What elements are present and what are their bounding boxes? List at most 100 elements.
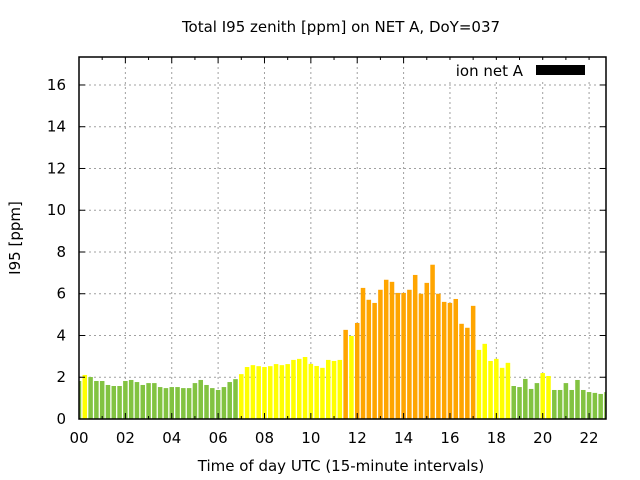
bar xyxy=(372,302,377,419)
bar xyxy=(378,289,383,419)
x-tick-label: 22 xyxy=(580,429,599,447)
bar xyxy=(482,343,487,419)
bar xyxy=(233,379,238,419)
bar xyxy=(302,357,308,419)
bar xyxy=(157,387,163,419)
bar xyxy=(99,381,105,419)
bar xyxy=(557,389,563,419)
y-tick-label: 10 xyxy=(47,201,66,219)
bar xyxy=(407,289,412,419)
bar xyxy=(337,359,343,419)
y-tick-label: 12 xyxy=(47,159,66,177)
x-tick-label: 14 xyxy=(394,429,413,447)
bar xyxy=(494,358,499,419)
bar xyxy=(592,392,598,419)
bar xyxy=(598,393,603,419)
bar xyxy=(256,366,261,419)
y-tick-label: 2 xyxy=(56,368,66,386)
bar xyxy=(366,299,372,419)
bar xyxy=(395,292,401,419)
bar xyxy=(117,386,122,419)
y-tick-label: 0 xyxy=(56,410,66,428)
bar xyxy=(325,359,331,419)
bar xyxy=(169,387,174,419)
bar xyxy=(134,382,140,419)
chart-title: Total I95 zenith [ppm] on NET A, DoY=037 xyxy=(181,18,500,36)
bar xyxy=(349,335,354,419)
bar xyxy=(221,387,227,419)
x-tick-label: 00 xyxy=(69,429,88,447)
bar xyxy=(79,381,82,419)
plot-border xyxy=(78,56,607,420)
bar xyxy=(360,287,366,419)
bar xyxy=(586,392,592,419)
bar xyxy=(175,387,180,419)
bar xyxy=(459,323,464,419)
bar xyxy=(552,389,557,419)
bar xyxy=(239,374,244,419)
bar xyxy=(418,293,424,419)
bar xyxy=(186,388,192,419)
bar xyxy=(140,384,146,419)
x-tick-label: 02 xyxy=(116,429,135,447)
bar xyxy=(470,305,476,419)
bar xyxy=(343,329,348,419)
bar xyxy=(244,367,250,419)
bar xyxy=(181,388,186,419)
bar xyxy=(291,359,296,419)
bar xyxy=(163,388,169,419)
bar xyxy=(581,389,586,419)
y-ticks: 0 2 4 6 8 10 12 14 16 xyxy=(47,76,606,428)
bar xyxy=(105,384,111,419)
x-axis-label: Time of day UTC (15-minute intervals) xyxy=(197,457,484,475)
legend-label: ion net A xyxy=(456,62,524,80)
x-tick-label: 12 xyxy=(348,429,367,447)
x-tick-label: 18 xyxy=(487,429,506,447)
y-tick-label: 14 xyxy=(47,118,66,136)
bar xyxy=(447,302,453,419)
bar xyxy=(546,375,551,419)
bar xyxy=(285,364,290,419)
bars xyxy=(79,264,606,419)
bar xyxy=(297,358,302,419)
bar xyxy=(476,349,482,419)
grid xyxy=(79,57,606,419)
bar xyxy=(146,383,151,419)
bar xyxy=(204,384,209,419)
bar xyxy=(517,387,522,419)
bar xyxy=(250,365,256,419)
bar xyxy=(401,292,406,419)
y-tick-label: 4 xyxy=(56,326,66,344)
bar xyxy=(499,367,505,419)
bar xyxy=(227,382,232,419)
bar xyxy=(389,281,395,419)
bar xyxy=(604,392,606,419)
legend-swatch xyxy=(536,65,585,75)
bar xyxy=(331,360,337,419)
bar xyxy=(210,388,215,419)
bar xyxy=(111,386,117,419)
bar xyxy=(523,378,528,419)
x-tick-label: 16 xyxy=(440,429,459,447)
bar xyxy=(262,367,267,419)
bar xyxy=(215,389,221,419)
bar xyxy=(505,362,511,419)
bar xyxy=(465,327,470,419)
bar xyxy=(354,322,360,419)
bar xyxy=(563,383,569,419)
bar xyxy=(540,373,545,419)
x-tick-label: 20 xyxy=(533,429,552,447)
bar xyxy=(441,301,447,419)
bar xyxy=(152,383,157,419)
bar xyxy=(198,379,203,419)
x-tick-label: 08 xyxy=(255,429,274,447)
plot-frame xyxy=(78,56,607,420)
bar xyxy=(273,364,279,419)
bar xyxy=(453,298,459,419)
bar xyxy=(123,381,128,419)
x-tick-label: 06 xyxy=(209,429,228,447)
bar xyxy=(82,374,88,419)
bar xyxy=(511,386,516,419)
x-tick-label: 04 xyxy=(162,429,181,447)
